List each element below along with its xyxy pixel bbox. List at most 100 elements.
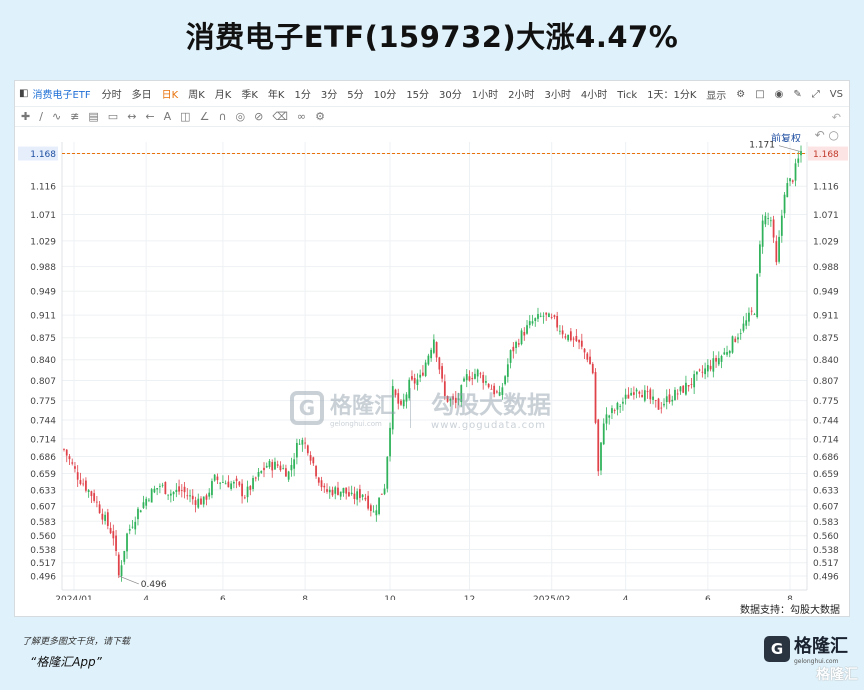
timeframe-13[interactable]: 1小时 [471, 90, 499, 101]
timeframe-12[interactable]: 30分 [439, 90, 462, 101]
y-tick-label-left: 0.583 [30, 518, 56, 528]
candle [698, 368, 701, 372]
layout-icon[interactable]: □ [755, 88, 765, 100]
candle [386, 456, 389, 493]
candle [728, 349, 731, 358]
timeframe-0[interactable]: 分时 [101, 90, 122, 101]
gear-small-icon[interactable]: ⚙ [315, 110, 325, 123]
y-tick-label-left: 0.496 [30, 572, 56, 582]
candle [778, 230, 780, 264]
timeframe-16[interactable]: 4小时 [580, 90, 608, 101]
grid-lines [62, 142, 807, 590]
candle [183, 481, 186, 499]
candle [68, 454, 71, 466]
candle [627, 387, 630, 399]
link-icon[interactable]: ∞ [296, 110, 307, 123]
timeframe-9[interactable]: 5分 [347, 90, 364, 101]
symbol-label[interactable]: 消费电子ETF [32, 90, 91, 101]
candle [424, 359, 427, 378]
arrow-icon[interactable]: ← [145, 110, 155, 123]
timeframe-3[interactable]: 周K [188, 90, 205, 101]
low-annotation: 0.496 [141, 580, 167, 590]
timeframe-2[interactable]: 日K [161, 90, 179, 101]
timeframe-8[interactable]: 3分 [320, 90, 338, 101]
comment-icon[interactable]: ◫ [180, 110, 191, 123]
reset-icon[interactable]: ↶ ○ [814, 128, 839, 142]
candle [232, 480, 235, 489]
rectangle-icon[interactable]: ▭ [107, 110, 119, 123]
undo-icon[interactable]: ↶ [831, 110, 841, 124]
y-tick-label-left: 0.807 [30, 377, 56, 387]
candle [276, 460, 279, 469]
timeframe-14[interactable]: 2小时 [508, 90, 535, 101]
candle [613, 408, 616, 414]
footer-logo-icon: G [764, 635, 790, 662]
measure-icon[interactable]: ↔ [127, 110, 137, 123]
y-tick-label-left: 0.911 [30, 312, 56, 322]
fullscreen-icon[interactable]: ⤢ [811, 88, 820, 100]
timeframe-11[interactable]: 15分 [406, 90, 430, 101]
y-tick-label-left: 0.988 [30, 263, 56, 273]
x-tick-label: 4 [143, 595, 149, 600]
fib-icon[interactable]: ▤ [88, 110, 99, 123]
y-tick-label-right: 0.633 [813, 486, 839, 496]
settings-icon[interactable]: ⚙ [736, 88, 746, 100]
candle [263, 462, 265, 478]
eye-icon[interactable]: ◎ [235, 110, 246, 123]
vs-button[interactable]: VS [829, 88, 843, 100]
chart-title: 消费电子ETF(159732)大涨4.47% [185, 20, 679, 54]
camera-icon[interactable]: ◉ [774, 88, 784, 100]
candle [594, 368, 597, 425]
crosshair-icon[interactable]: ✚ [21, 110, 31, 123]
candle [696, 371, 698, 381]
pencil-icon[interactable]: ✎ [793, 88, 802, 100]
candlestick-chart[interactable]: 1.168 1.168 1.116 1.116 1.071 1.071 1.029 1.029… [14, 80, 850, 600]
timeframe-18[interactable]: 1天：1分K [647, 90, 697, 101]
candle [348, 486, 350, 497]
timeframe-10[interactable]: 10分 [373, 90, 397, 101]
magnet-icon[interactable]: ∩ [218, 110, 227, 123]
ruler-icon[interactable]: ∠ [199, 110, 210, 123]
candle [342, 487, 345, 497]
trendline-icon[interactable]: ∕ [39, 110, 43, 123]
candle [315, 464, 317, 479]
candle [586, 352, 589, 363]
timeframe-15[interactable]: 3小时 [544, 90, 571, 101]
candle [712, 351, 715, 378]
timeframe-4[interactable]: 月K [214, 90, 232, 101]
candle [411, 370, 413, 382]
candle [457, 392, 460, 406]
candle [285, 464, 287, 477]
pattern-icon[interactable]: ≇ [70, 110, 80, 123]
candle [794, 158, 797, 187]
brush-icon[interactable]: ∿ [51, 110, 62, 123]
display-menu-button[interactable]: 显示 [706, 90, 727, 102]
candle [211, 478, 213, 499]
candle [287, 470, 290, 482]
candle [128, 524, 131, 535]
candle [328, 486, 331, 499]
candle [701, 365, 704, 378]
candle [663, 398, 665, 408]
trash-icon[interactable]: ⌫ [272, 110, 288, 123]
candle [400, 398, 402, 407]
text-icon[interactable]: A [163, 110, 172, 123]
timeframe-5[interactable]: 季K [241, 90, 258, 101]
timeframe-6[interactable]: 年K [267, 90, 285, 101]
timeframe-1[interactable]: 多日 [131, 90, 152, 101]
candle [430, 347, 433, 362]
candle [756, 273, 759, 319]
candle [372, 505, 375, 513]
candle [479, 371, 482, 379]
sidebar-toggle-icon[interactable]: ◧ [19, 88, 29, 99]
timeframe-7[interactable]: 1分 [294, 90, 311, 101]
candle [65, 449, 68, 463]
candle [797, 151, 800, 167]
candle [131, 519, 134, 529]
y-tick-label-right: 0.911 [813, 312, 839, 322]
hide-icon[interactable]: ⊘ [254, 110, 264, 123]
candle [298, 439, 301, 445]
timeframe-17[interactable]: Tick [617, 90, 638, 101]
candle [71, 458, 74, 466]
adjust-button[interactable]: 前复权 [771, 134, 801, 145]
